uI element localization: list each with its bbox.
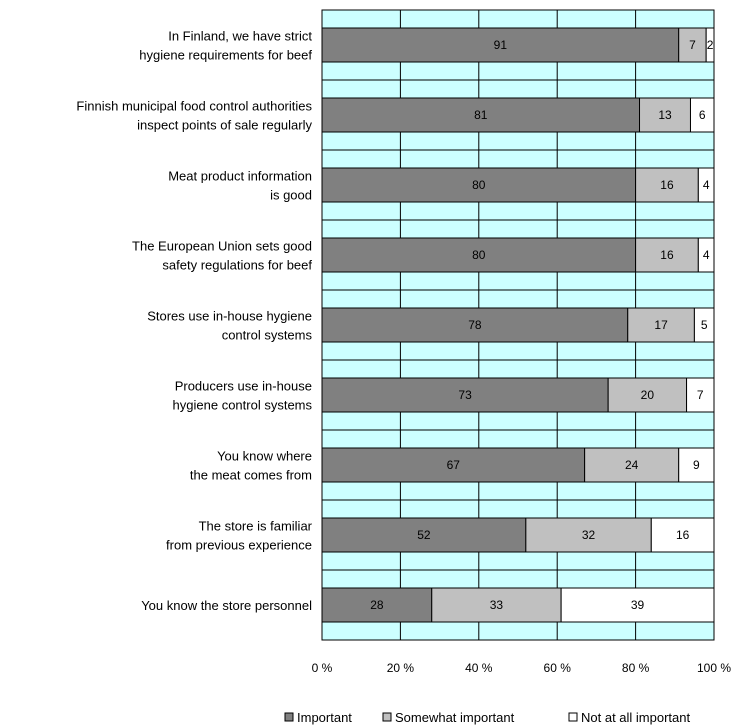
bar-segment-somewhat-important bbox=[431, 587, 562, 623]
bar-segment-somewhat-important bbox=[525, 517, 652, 553]
x-axis-ticks: 0 % 20 % 40 % 60 % 80 % 100 % bbox=[312, 661, 732, 675]
x-tick-label: 40 % bbox=[465, 661, 493, 675]
data-label: 6 bbox=[699, 108, 706, 122]
data-label: 33 bbox=[490, 598, 504, 612]
data-label: 7 bbox=[697, 388, 704, 402]
category-label: inspect points of sale regularly bbox=[137, 118, 312, 133]
category-label: the meat comes from bbox=[190, 468, 312, 483]
data-label: 80 bbox=[472, 178, 486, 192]
data-label: 67 bbox=[447, 458, 461, 472]
data-label: 9 bbox=[693, 458, 700, 472]
category-label: The European Union sets good bbox=[132, 239, 312, 254]
data-label: 81 bbox=[474, 108, 488, 122]
bar-segment-important bbox=[321, 377, 609, 413]
x-tick-label: 80 % bbox=[622, 661, 650, 675]
data-label: 16 bbox=[676, 528, 690, 542]
data-label: 39 bbox=[631, 598, 645, 612]
data-labels: 91 7 281 13 680 16 480 16 478 17 573 20 767 24 952 32 16… bbox=[370, 38, 714, 612]
x-tick-label: 20 % bbox=[387, 661, 415, 675]
x-tick-label: 100 % bbox=[697, 661, 731, 675]
category-label: You know the store personnel bbox=[141, 598, 312, 613]
data-label: 4 bbox=[703, 178, 710, 192]
bar-segment-important bbox=[321, 447, 586, 483]
data-label: 2 bbox=[707, 38, 714, 52]
legend: Important Somewhat important Not at all im… bbox=[284, 710, 690, 725]
category-label: is good bbox=[270, 188, 312, 203]
category-label: Producers use in-house bbox=[175, 379, 312, 394]
bar-segment-somewhat-important bbox=[639, 97, 691, 133]
data-label: 16 bbox=[660, 248, 674, 262]
legend-swatch bbox=[284, 712, 294, 722]
data-label: 73 bbox=[458, 388, 472, 402]
category-label: from previous experience bbox=[166, 538, 312, 553]
data-label: 17 bbox=[654, 318, 668, 332]
bar-segment-important bbox=[321, 167, 637, 203]
legend-label: Not at all important bbox=[581, 710, 690, 725]
legend-label: Important bbox=[297, 710, 352, 725]
bar-segment-somewhat-important bbox=[635, 237, 699, 273]
bar-segment-important bbox=[321, 237, 637, 273]
category-labels: In Finland, we have strict hygiene requir… bbox=[76, 29, 312, 614]
category-label: The store is familiar bbox=[199, 519, 313, 534]
data-label: 24 bbox=[625, 458, 639, 472]
category-label: hygiene requirements for beef bbox=[139, 48, 312, 63]
category-label: Finnish municipal food control authoriti… bbox=[76, 99, 312, 114]
category-label: control systems bbox=[222, 328, 313, 343]
data-label: 7 bbox=[689, 38, 696, 52]
category-label: You know where bbox=[217, 449, 312, 464]
data-label: 52 bbox=[417, 528, 431, 542]
data-label: 32 bbox=[582, 528, 596, 542]
category-label: safety regulations for beef bbox=[162, 258, 312, 273]
x-tick-label: 60 % bbox=[544, 661, 572, 675]
bar-segment-important bbox=[321, 517, 527, 553]
data-label: 91 bbox=[494, 38, 508, 52]
data-label: 5 bbox=[701, 318, 708, 332]
legend-swatch bbox=[382, 712, 392, 722]
plot-border bbox=[321, 9, 715, 641]
category-label: hygiene control systems bbox=[173, 398, 313, 413]
data-label: 80 bbox=[472, 248, 486, 262]
x-tick-label: 0 % bbox=[312, 661, 333, 675]
data-label: 4 bbox=[703, 248, 710, 262]
bar-segment-not-at-all-important bbox=[678, 447, 715, 483]
bar-segment-somewhat-important bbox=[607, 377, 688, 413]
category-label: Stores use in-house hygiene bbox=[147, 309, 312, 324]
bar-segment-somewhat-important bbox=[584, 447, 680, 483]
category-label: Meat product information bbox=[168, 169, 312, 184]
data-label: 13 bbox=[658, 108, 672, 122]
bar-segment-not-at-all-important bbox=[650, 517, 715, 553]
data-label: 16 bbox=[660, 178, 674, 192]
legend-swatch bbox=[568, 712, 578, 722]
category-label: In Finland, we have strict bbox=[168, 29, 312, 44]
data-label: 20 bbox=[641, 388, 655, 402]
data-label: 28 bbox=[370, 598, 384, 612]
legend-label: Somewhat important bbox=[395, 710, 515, 725]
bar-segment-important bbox=[321, 587, 433, 623]
data-label: 78 bbox=[468, 318, 482, 332]
bar-segment-important bbox=[321, 307, 629, 343]
